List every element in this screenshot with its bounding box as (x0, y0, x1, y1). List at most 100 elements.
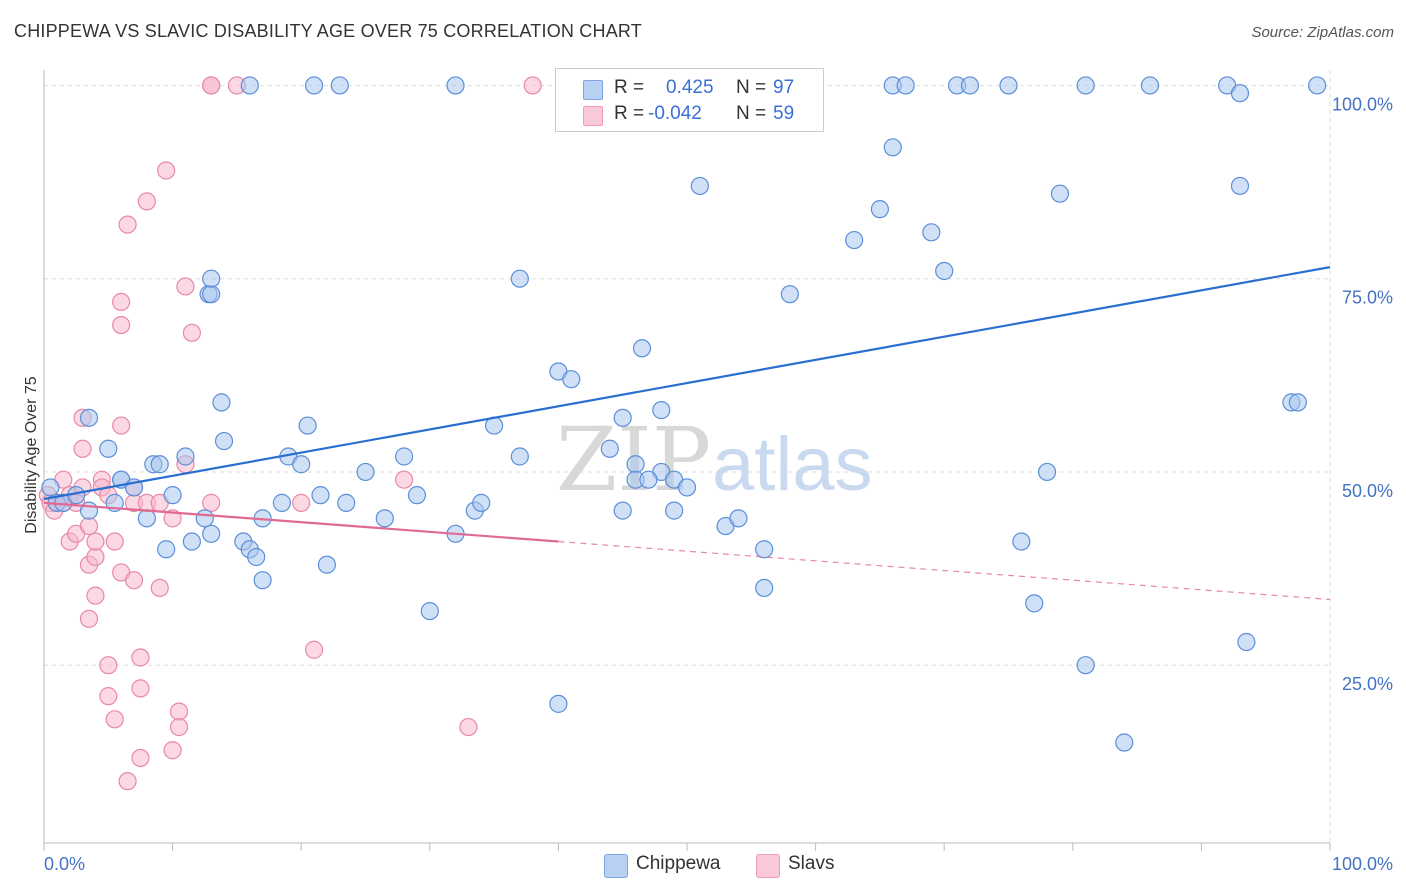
chippewa-point (780, 285, 799, 304)
chippewa-point (79, 501, 99, 520)
points-layer (38, 76, 1327, 791)
slavs-point (86, 586, 105, 605)
chippewa-legend-label: Chippewa (636, 853, 721, 874)
slavs-point (86, 532, 105, 551)
chippewa-point (272, 493, 292, 512)
chippewa-point (163, 486, 182, 505)
slavs-point (131, 748, 150, 768)
slavs-point (86, 547, 105, 567)
slavs-point (304, 640, 324, 659)
slavs-point (182, 323, 201, 342)
slavs-n-value: 59 (773, 103, 795, 124)
chippewa-point (420, 601, 439, 621)
chippewa-point (41, 478, 60, 497)
slavs-point (105, 532, 124, 551)
chippewa-r-value: 0.425 (666, 77, 714, 98)
legend-n-label: N = (736, 77, 767, 98)
chippewa-point (311, 486, 330, 505)
chippewa-point (883, 138, 902, 157)
chippewa-point (1288, 393, 1307, 412)
chippewa-point (1140, 76, 1160, 95)
chippewa-point (999, 76, 1018, 95)
chippewa-point (1025, 594, 1044, 613)
slavs-trend-extension (558, 540, 1331, 601)
chippewa-point (922, 223, 941, 242)
chippewa-point (240, 76, 259, 95)
chippewa-point (214, 431, 234, 451)
slavs-trend-line (43, 501, 559, 543)
slavs-point (124, 571, 144, 590)
slavs-point (79, 516, 99, 536)
chippewa-legend-swatch (604, 854, 628, 878)
watermark-atlas: atlas (712, 422, 873, 507)
chippewa-point (137, 509, 156, 528)
source-label: Source: ZipAtlas.com (1251, 24, 1394, 41)
chippewa-point (960, 76, 980, 95)
legend-r-label: R = (614, 103, 645, 124)
slavs-point (163, 741, 182, 760)
x-tick-label-min: 0.0% (44, 854, 85, 874)
slavs-point (394, 470, 414, 489)
chippewa-point (202, 269, 221, 288)
chippewa-point (562, 370, 581, 389)
chippewa-point (150, 455, 169, 474)
x-ticks (43, 843, 1331, 851)
chippewa-point (639, 470, 658, 489)
chippewa-point (690, 176, 709, 196)
slavs-point (112, 416, 131, 435)
chippewa-point (896, 76, 915, 95)
chippewa-point (304, 76, 324, 95)
slavs-point (157, 161, 176, 180)
chippewa-point (632, 339, 652, 358)
chippewa-point (1230, 176, 1250, 196)
slavs-point (105, 710, 124, 729)
slavs-point (150, 578, 169, 598)
slavs-point (137, 192, 156, 211)
chippewa-point (298, 416, 317, 435)
legend-n-label: N = (736, 103, 767, 124)
chippewa-point (1230, 84, 1250, 103)
slavs-point (131, 679, 150, 698)
chippewa-point (202, 285, 221, 304)
slavs-legend-label: Slavs (788, 853, 835, 874)
chippewa-point (79, 408, 99, 427)
chippewa-point (677, 478, 697, 497)
chippewa-point (1050, 184, 1070, 203)
chippewa-point (1012, 532, 1031, 551)
chippewa-point (446, 76, 465, 95)
chippewa-point (375, 509, 394, 528)
chippewa-point (665, 501, 684, 520)
chippewa-point (845, 230, 864, 250)
chippewa-point (182, 532, 201, 551)
chippewa-point (1237, 632, 1256, 652)
chippewa-point (253, 571, 272, 590)
chippewa-point (870, 200, 890, 219)
y-tick-label: 75.0% (1342, 288, 1393, 308)
chippewa-point (407, 486, 427, 505)
slavs-point (99, 656, 118, 675)
slavs-point (118, 215, 137, 234)
trend-layer (43, 266, 1331, 601)
slavs-point (202, 76, 221, 95)
slavs-point (459, 717, 478, 737)
chippewa-point (247, 547, 266, 567)
chippewa-n-value: 97 (773, 77, 795, 98)
slavs-point (99, 687, 118, 706)
y-tick-label: 50.0% (1342, 481, 1393, 501)
chippewa-point (317, 555, 337, 574)
chippewa-point (356, 462, 375, 482)
chippewa-point (212, 393, 231, 412)
chippewa-point (600, 439, 619, 458)
chippewa-trend-line (43, 266, 1331, 501)
correlation-legend: R = 0.425 N = 97 R = -0.042 N = 59 (555, 68, 824, 132)
slavs-point (73, 439, 92, 458)
chippewa-point (337, 493, 356, 512)
chippewa-point (755, 540, 774, 559)
slavs-point (118, 772, 137, 791)
chippewa-point (176, 447, 195, 466)
slavs-point (176, 277, 195, 296)
slavs-point (523, 76, 542, 95)
slavs-point (79, 609, 99, 628)
chippewa-point (613, 408, 632, 427)
